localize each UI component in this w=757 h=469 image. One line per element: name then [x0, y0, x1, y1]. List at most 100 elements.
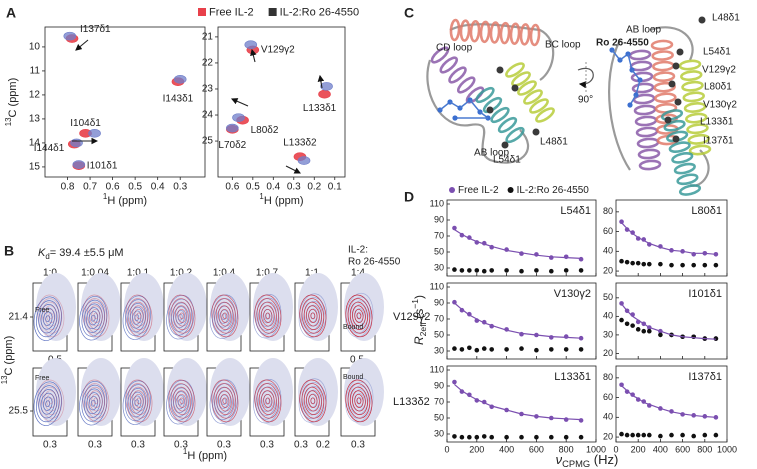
structure-label: V130γ2 — [703, 100, 737, 111]
plot-frame — [446, 282, 597, 360]
spectral-shadow — [253, 273, 293, 341]
bound-point — [563, 434, 569, 440]
y-tick-label: 14 — [29, 138, 41, 149]
x-axis-label-part: 1 — [103, 192, 108, 201]
ratio-label: 1:0.1 — [127, 268, 150, 279]
legend-label: IL-2:Ro 26-4550 — [280, 6, 360, 18]
contour-bound — [179, 397, 185, 405]
fit-line — [454, 302, 582, 339]
kd-label-part: K — [38, 247, 46, 259]
chart-title: V130γ2 — [554, 288, 591, 300]
helix-turn — [651, 50, 674, 61]
helix-turn — [535, 107, 555, 123]
contour-bound — [347, 298, 371, 334]
helix-turn — [519, 23, 531, 46]
ratio-label: 1:0.4 — [213, 268, 236, 279]
helix-turn — [688, 144, 712, 156]
x-tick-label: 200 — [631, 444, 646, 454]
free-point — [619, 219, 624, 225]
contour-free — [129, 391, 144, 414]
helix-turn — [678, 184, 702, 196]
fit-line — [454, 383, 582, 421]
bound-point — [474, 434, 480, 440]
contour-bound — [310, 397, 316, 405]
box-tick-label: 0.3 — [43, 440, 57, 451]
bound-point — [474, 268, 480, 273]
structure-label: 90° — [578, 95, 593, 106]
x-tick-label: 0.6 — [106, 182, 120, 193]
contour-free — [38, 304, 58, 334]
x-axis-label-part: (Hz) — [590, 452, 618, 467]
bound-point — [630, 260, 635, 266]
contour-free — [219, 394, 229, 409]
legend-label: Free IL-2 — [458, 185, 499, 196]
contour-bound — [39, 383, 63, 419]
kd-label-part: d — [45, 252, 49, 261]
helix-turn — [511, 71, 531, 87]
y-tick-label: 110 — [430, 198, 444, 208]
spectral-shadow — [298, 273, 338, 341]
spectral-shadow — [36, 273, 76, 341]
spectral-shadow — [167, 273, 207, 341]
contour-bound — [84, 383, 108, 419]
bound-point — [647, 261, 652, 267]
x-tick-label: 0.3 — [173, 182, 187, 193]
x-tick-label: 0.6 — [225, 182, 239, 193]
bound-point — [713, 432, 719, 438]
box-tick-label: 0.3 — [131, 440, 145, 451]
contour-bound — [177, 393, 187, 408]
bound-point — [635, 260, 641, 266]
contour-free — [83, 303, 103, 333]
contour-bound — [303, 386, 322, 416]
panel-label: A — [6, 5, 16, 21]
contour-free — [90, 399, 96, 407]
structure-label: CD loop — [436, 43, 473, 54]
contour-bound — [261, 390, 275, 412]
plot-frame — [446, 365, 597, 443]
x-tick-label: 0.5 — [246, 182, 260, 193]
contour-free — [81, 299, 105, 337]
contour-free — [221, 313, 227, 321]
x-tick-label: 0 — [444, 444, 449, 454]
side-chain — [511, 84, 519, 92]
y-tick-label: 10 — [29, 42, 41, 53]
bound-point — [713, 262, 719, 268]
protein-loop — [426, 59, 530, 164]
spectral-shadow — [298, 358, 338, 426]
structure-label: V129γ2 — [702, 65, 736, 76]
contour-bound — [44, 390, 58, 412]
ratio-label: 1:0.7 — [256, 268, 279, 279]
bound-point — [647, 328, 652, 334]
contour-free — [33, 296, 62, 341]
side-chain — [672, 62, 680, 70]
bound-point — [619, 431, 624, 437]
helix-turn — [673, 162, 696, 175]
plot-frame — [615, 282, 728, 360]
helix-turn — [652, 71, 676, 83]
contour-bound — [354, 393, 364, 408]
spectral-shadow — [210, 358, 250, 426]
contour-free — [356, 396, 362, 404]
bound-point — [578, 268, 584, 273]
helix-turn — [529, 23, 541, 47]
contour-bound — [347, 383, 371, 419]
helix-turn — [654, 92, 677, 104]
x-tick-label: 800 — [697, 444, 712, 454]
contour-bound — [349, 301, 368, 331]
contour-free — [33, 381, 62, 426]
y-tick-label: 30 — [434, 345, 444, 355]
bound-tag: Bound — [343, 374, 363, 381]
spectral-shadow — [210, 273, 250, 341]
helix-turn — [650, 39, 674, 51]
helix-turn — [497, 116, 518, 134]
spectral-shadow — [81, 358, 121, 426]
structure-label: AB loop — [626, 25, 661, 36]
bound-point — [647, 432, 652, 438]
ratio-label: 1:0.04 — [81, 268, 109, 279]
contour-bound — [254, 379, 282, 423]
contour-bound — [301, 298, 325, 334]
contour-bound — [222, 312, 228, 320]
contour-bound — [354, 308, 364, 323]
bound-point — [619, 317, 624, 323]
bound-point — [549, 268, 554, 274]
